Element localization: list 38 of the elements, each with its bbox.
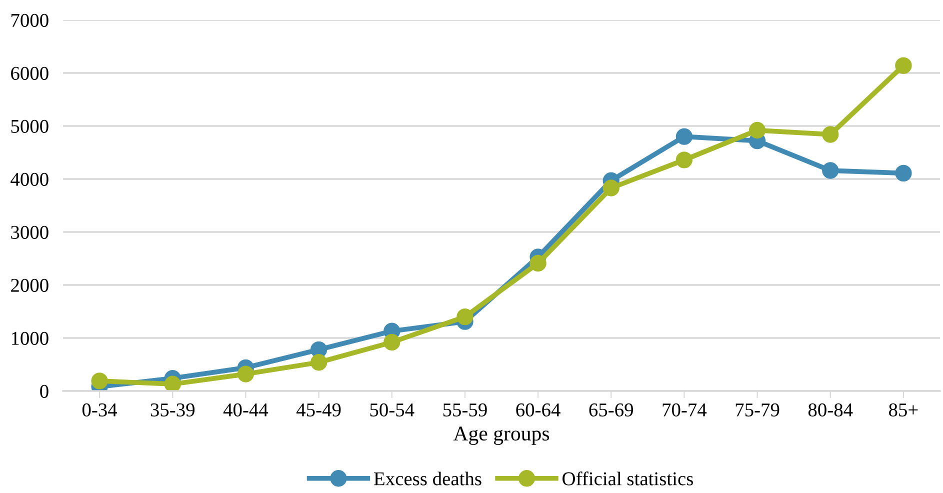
x-tick-label: 50-54 xyxy=(370,403,414,416)
y-tick-label: 1000 xyxy=(12,332,48,345)
point xyxy=(748,122,766,139)
x-tick-label: 35-39 xyxy=(150,403,195,416)
point xyxy=(530,254,546,272)
x-axis-title: Age groups xyxy=(453,426,550,445)
point xyxy=(310,354,328,371)
point xyxy=(822,126,839,143)
x-tick-label: 0-34 xyxy=(82,403,118,416)
y-tick-label: 4000 xyxy=(10,172,48,186)
x-tick-label: 40-44 xyxy=(223,403,268,416)
legend-label: Excess deaths xyxy=(374,472,482,486)
x-tick-label: 55-59 xyxy=(443,403,487,416)
point xyxy=(822,162,839,179)
x-tick-label: 45-49 xyxy=(296,403,341,416)
point xyxy=(895,164,912,182)
x-tick-label: 85+ xyxy=(888,403,918,416)
x-tick-label: 75-79 xyxy=(736,403,780,416)
point xyxy=(164,376,181,391)
y-tick-label: 2000 xyxy=(11,278,48,292)
y-tick-label: 6000 xyxy=(11,66,48,80)
y-tick-label: 0 xyxy=(40,384,48,398)
point xyxy=(91,372,108,390)
x-tick-label: 60-64 xyxy=(516,403,560,416)
y-tick-label: 7000 xyxy=(12,14,48,27)
legend-label: Official statistics xyxy=(562,471,693,486)
point xyxy=(676,128,693,145)
point xyxy=(602,180,620,196)
point xyxy=(384,334,400,351)
point xyxy=(895,57,912,74)
x-tick-label: 70-74 xyxy=(662,403,707,416)
point xyxy=(237,366,254,382)
x-tick-label: 80-84 xyxy=(808,403,853,416)
point xyxy=(676,152,693,168)
y-tick-label: 3000 xyxy=(11,226,48,239)
point xyxy=(456,308,474,326)
x-tick-label: 65-69 xyxy=(589,403,634,416)
y-tick-label: 5000 xyxy=(11,120,48,133)
